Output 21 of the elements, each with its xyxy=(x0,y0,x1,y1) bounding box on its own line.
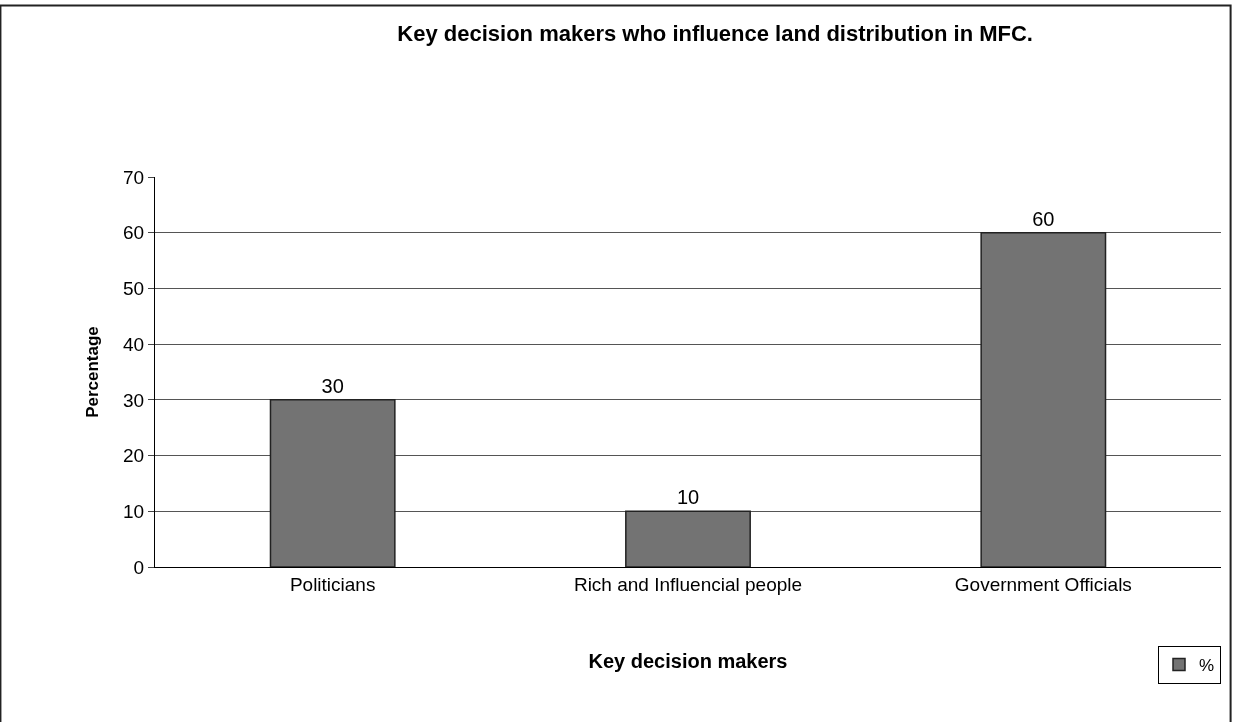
data-label: 10 xyxy=(676,486,700,509)
y-tick-label: 50 xyxy=(123,278,145,300)
y-tick-label: 40 xyxy=(123,333,145,355)
legend-label: % xyxy=(1199,656,1215,676)
x-tick-label: Government Officials xyxy=(954,573,1132,595)
y-tick-label: 0 xyxy=(133,556,145,578)
y-tick-label: 10 xyxy=(123,500,145,522)
x-tick-label: Politicians xyxy=(289,573,376,595)
y-tick-label: 20 xyxy=(123,445,145,467)
data-label: 30 xyxy=(321,374,344,397)
x-tick-label: Rich and Influencial people xyxy=(573,573,803,595)
bar xyxy=(980,231,1107,567)
y-axis-title: Percentage xyxy=(82,326,102,418)
chart-title: Key decision makers who influence land distribution in MFC. xyxy=(397,20,1033,46)
data-label: 60 xyxy=(1032,207,1055,230)
bar xyxy=(625,510,751,567)
y-tick-label: 30 xyxy=(123,389,145,411)
x-axis-title: Key decision makers xyxy=(588,650,788,673)
y-tick-label: 70 xyxy=(123,166,145,188)
bar xyxy=(269,399,396,567)
y-tick-label: 60 xyxy=(123,222,145,244)
